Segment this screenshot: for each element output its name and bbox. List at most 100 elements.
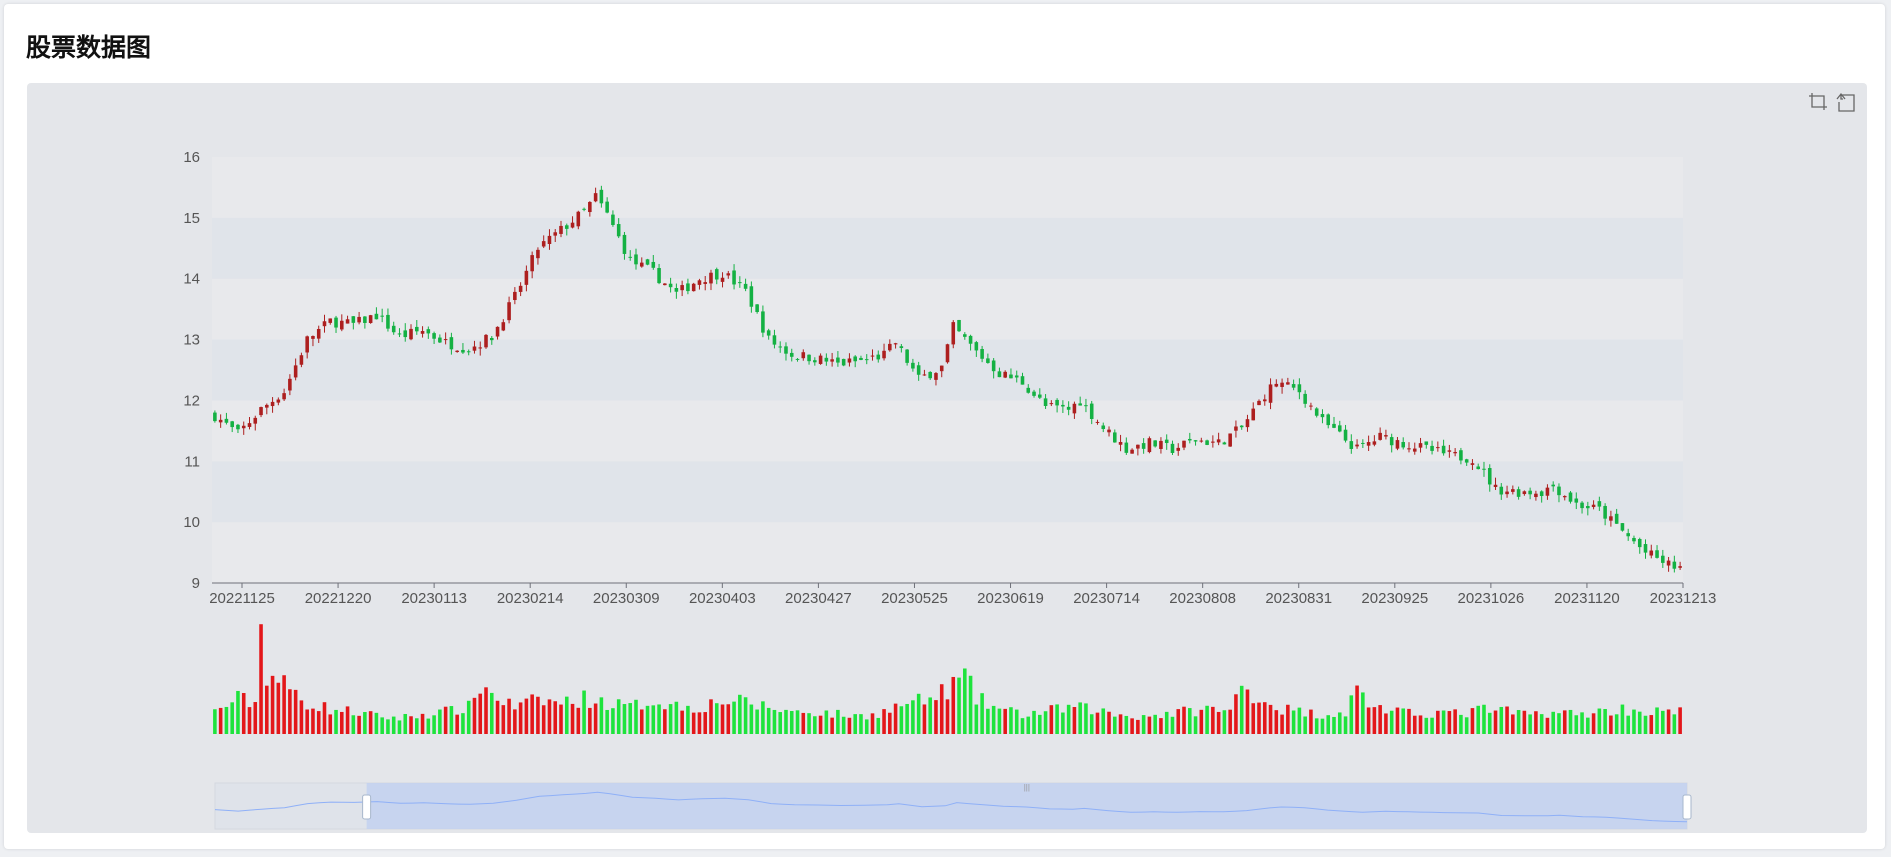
candle: [836, 357, 840, 363]
y-tick-label: 13: [183, 332, 200, 349]
candle: [363, 316, 367, 323]
volume-bar: [991, 705, 996, 734]
candle: [1268, 384, 1273, 403]
y-tick-label: 10: [183, 514, 200, 531]
x-tick-label: 20230525: [881, 590, 948, 607]
volume-bar: [1643, 715, 1648, 734]
y-tick-label: 12: [183, 392, 200, 409]
slider-handle-right[interactable]: [1682, 794, 1692, 820]
volume-bar: [1187, 708, 1192, 734]
data-zoom-icon[interactable]: [1807, 91, 1829, 113]
zoom-reset-icon[interactable]: [1835, 91, 1857, 113]
candle: [1609, 516, 1613, 521]
candle: [847, 358, 852, 363]
candle: [720, 277, 725, 282]
volume-bar: [495, 700, 500, 734]
volume-bar: [1580, 712, 1584, 734]
candle: [1522, 491, 1527, 495]
candle: [801, 352, 806, 359]
candle: [426, 329, 431, 334]
volume-bar: [316, 711, 321, 734]
volume-bar: [541, 705, 546, 734]
x-tick-label: 20230925: [1361, 590, 1428, 607]
volume-bar: [1193, 716, 1198, 734]
candle: [859, 357, 863, 360]
candle: [553, 232, 558, 236]
candle: [738, 282, 742, 284]
volume-bar: [836, 709, 840, 734]
candle: [813, 360, 817, 363]
candle: [876, 354, 881, 360]
volume-bar: [720, 704, 725, 734]
volume-bar: [766, 707, 771, 734]
candle: [1395, 440, 1400, 449]
volume-bar: [1591, 713, 1596, 734]
candle: [818, 355, 823, 364]
volume-bar: [507, 698, 511, 734]
candle: [870, 355, 875, 357]
candle: [311, 336, 315, 339]
candle: [882, 350, 886, 359]
volume-bar: [743, 697, 748, 734]
candle: [1568, 492, 1573, 502]
candle: [1603, 505, 1607, 519]
candle: [911, 362, 915, 369]
volume-bar: [1545, 717, 1550, 734]
slider-move-handle[interactable]: |||: [1024, 783, 1030, 792]
candle: [282, 393, 286, 400]
volume-bar: [888, 712, 892, 734]
candle: [1557, 486, 1561, 496]
candle: [386, 314, 390, 329]
volume-bar: [1176, 709, 1181, 734]
candle: [403, 330, 408, 338]
candle: [345, 319, 350, 324]
candle: [218, 419, 223, 423]
volume-bar: [1436, 710, 1440, 734]
volume-bar: [1078, 702, 1082, 734]
grid-band: [212, 522, 1683, 583]
volume-bar: [738, 694, 742, 734]
volume-bar: [1136, 719, 1140, 734]
candle: [1332, 423, 1336, 428]
candle: [928, 371, 932, 379]
candle: [340, 320, 344, 330]
volume-bar: [1586, 717, 1590, 734]
volume-bar: [1378, 705, 1382, 734]
volume-bar: [951, 676, 956, 734]
volume-bar: [807, 713, 811, 734]
candle: [1297, 384, 1302, 393]
volume-bar: [1470, 708, 1475, 734]
candle: [1245, 419, 1250, 428]
candle: [1453, 451, 1457, 454]
volume-bar: [1274, 710, 1279, 734]
candle: [1257, 400, 1261, 406]
slider-selected-range[interactable]: [366, 783, 1688, 829]
volume-bar: [668, 704, 673, 734]
volume-bar: [1412, 715, 1417, 734]
candle: [726, 273, 731, 276]
candle: [1055, 399, 1059, 406]
candle: [680, 285, 684, 291]
candle: [1678, 566, 1682, 568]
volume-bar: [1251, 703, 1256, 734]
volume-bar: [639, 709, 644, 734]
volume-bar: [1649, 715, 1654, 734]
candle: [1620, 523, 1625, 531]
candle: [1193, 440, 1198, 442]
volume-bar: [455, 714, 459, 734]
volume-bar: [1418, 715, 1423, 734]
volume-bar: [611, 708, 615, 734]
volume-bar: [1430, 717, 1434, 734]
volume-bar: [1666, 709, 1671, 734]
volume-bar: [1372, 707, 1377, 734]
candle: [1280, 382, 1284, 387]
candle: [1274, 383, 1279, 387]
slider-handle-left[interactable]: [362, 794, 372, 820]
volume-bar: [916, 693, 921, 734]
candle: [1222, 442, 1227, 445]
candle: [461, 349, 465, 353]
volume-bar: [1147, 716, 1152, 734]
volume-bar: [1332, 716, 1336, 734]
volume-bar: [830, 717, 834, 734]
volume-bar: [513, 709, 517, 734]
